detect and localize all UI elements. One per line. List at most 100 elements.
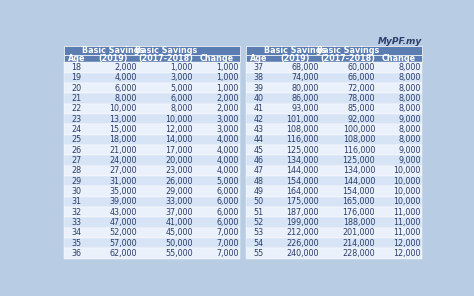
Text: 10,000: 10,000: [109, 104, 137, 113]
Text: 57,000: 57,000: [109, 239, 137, 248]
Text: 10,000: 10,000: [393, 177, 421, 186]
Text: 108,000: 108,000: [286, 125, 319, 134]
Text: 7,000: 7,000: [216, 249, 239, 258]
Text: 212,000: 212,000: [286, 229, 319, 237]
Text: 37,000: 37,000: [165, 208, 193, 217]
Text: 10,000: 10,000: [165, 115, 193, 124]
Text: 214,000: 214,000: [343, 239, 375, 248]
Text: 49: 49: [253, 187, 264, 196]
Bar: [64, 114, 240, 125]
Text: 26,000: 26,000: [165, 177, 193, 186]
Text: 85,000: 85,000: [347, 104, 375, 113]
Text: Change: Change: [200, 54, 234, 63]
Text: 144,000: 144,000: [286, 166, 319, 176]
Text: 45,000: 45,000: [165, 229, 193, 237]
Text: 50: 50: [253, 197, 264, 207]
Bar: [64, 197, 240, 207]
Text: 93,000: 93,000: [291, 104, 319, 113]
Text: 10,000: 10,000: [393, 166, 421, 176]
Text: 25: 25: [71, 136, 82, 144]
Text: 20: 20: [71, 84, 81, 93]
Bar: [246, 248, 422, 259]
Text: 10,000: 10,000: [393, 197, 421, 207]
Bar: [246, 135, 422, 145]
Text: 8,000: 8,000: [399, 63, 421, 72]
Text: 45: 45: [253, 146, 264, 155]
Text: 32: 32: [71, 208, 81, 217]
Text: 51: 51: [253, 208, 264, 217]
Text: 5,000: 5,000: [216, 177, 239, 186]
Bar: [246, 197, 422, 207]
Bar: [64, 228, 240, 238]
Text: 228,000: 228,000: [342, 249, 375, 258]
Text: 125,000: 125,000: [342, 156, 375, 165]
Bar: [64, 166, 240, 176]
Text: 80,000: 80,000: [292, 84, 319, 93]
Text: Age: Age: [250, 54, 267, 63]
Text: 86,000: 86,000: [292, 94, 319, 103]
Text: 27,000: 27,000: [109, 166, 137, 176]
Bar: [246, 207, 422, 218]
Text: 50,000: 50,000: [165, 239, 193, 248]
Text: 226,000: 226,000: [286, 239, 319, 248]
Text: Change: Change: [382, 54, 416, 63]
Text: 8,000: 8,000: [171, 104, 193, 113]
Text: 23,000: 23,000: [165, 166, 193, 176]
Text: 33,000: 33,000: [165, 197, 193, 207]
Text: 8,000: 8,000: [399, 73, 421, 83]
Text: 134,000: 134,000: [343, 166, 375, 176]
Text: (2017-2018): (2017-2018): [138, 54, 193, 63]
Bar: [64, 135, 240, 145]
Text: 44: 44: [253, 136, 264, 144]
Bar: [64, 155, 240, 166]
Text: 175,000: 175,000: [286, 197, 319, 207]
Bar: [64, 248, 240, 259]
Text: 116,000: 116,000: [286, 136, 319, 144]
Text: 24,000: 24,000: [109, 156, 137, 165]
Text: 72,000: 72,000: [347, 84, 375, 93]
Text: 74,000: 74,000: [291, 73, 319, 83]
Text: 52,000: 52,000: [109, 229, 137, 237]
Text: 14,000: 14,000: [165, 136, 193, 144]
Text: 18: 18: [71, 63, 81, 72]
Text: 34: 34: [71, 229, 81, 237]
Text: 60,000: 60,000: [347, 63, 375, 72]
Text: 8,000: 8,000: [399, 84, 421, 93]
Text: 12,000: 12,000: [393, 249, 421, 258]
Text: 29: 29: [71, 177, 82, 186]
Text: 12,000: 12,000: [393, 239, 421, 248]
Bar: [246, 114, 422, 125]
Text: Basic Savings: Basic Savings: [82, 46, 144, 55]
Text: 8,000: 8,000: [399, 136, 421, 144]
Bar: [246, 155, 422, 166]
Bar: [246, 125, 422, 135]
Text: Basic Savings: Basic Savings: [135, 46, 197, 55]
Text: Basic Savings: Basic Savings: [264, 46, 327, 55]
Bar: [64, 176, 240, 186]
Text: 26: 26: [71, 146, 81, 155]
Text: 134,000: 134,000: [286, 156, 319, 165]
Text: 13,000: 13,000: [109, 115, 137, 124]
Text: 39: 39: [253, 84, 264, 93]
Text: 31,000: 31,000: [109, 177, 137, 186]
Text: 20,000: 20,000: [165, 156, 193, 165]
Text: 6,000: 6,000: [216, 218, 239, 227]
Text: 6,000: 6,000: [114, 84, 137, 93]
Text: 154,000: 154,000: [286, 177, 319, 186]
Text: 30: 30: [71, 187, 81, 196]
Bar: [246, 186, 422, 197]
Text: 19: 19: [71, 73, 81, 83]
Text: 17,000: 17,000: [165, 146, 193, 155]
Text: Basic Savings: Basic Savings: [317, 46, 379, 55]
Text: 11,000: 11,000: [393, 229, 421, 237]
Bar: [246, 104, 422, 114]
Text: 47,000: 47,000: [109, 218, 137, 227]
Text: 24: 24: [71, 125, 81, 134]
Text: 48: 48: [253, 177, 264, 186]
Text: 6,000: 6,000: [171, 94, 193, 103]
Text: 92,000: 92,000: [347, 115, 375, 124]
Text: 53: 53: [253, 229, 264, 237]
Bar: [64, 55, 240, 62]
Bar: [246, 55, 422, 62]
Bar: [64, 104, 240, 114]
